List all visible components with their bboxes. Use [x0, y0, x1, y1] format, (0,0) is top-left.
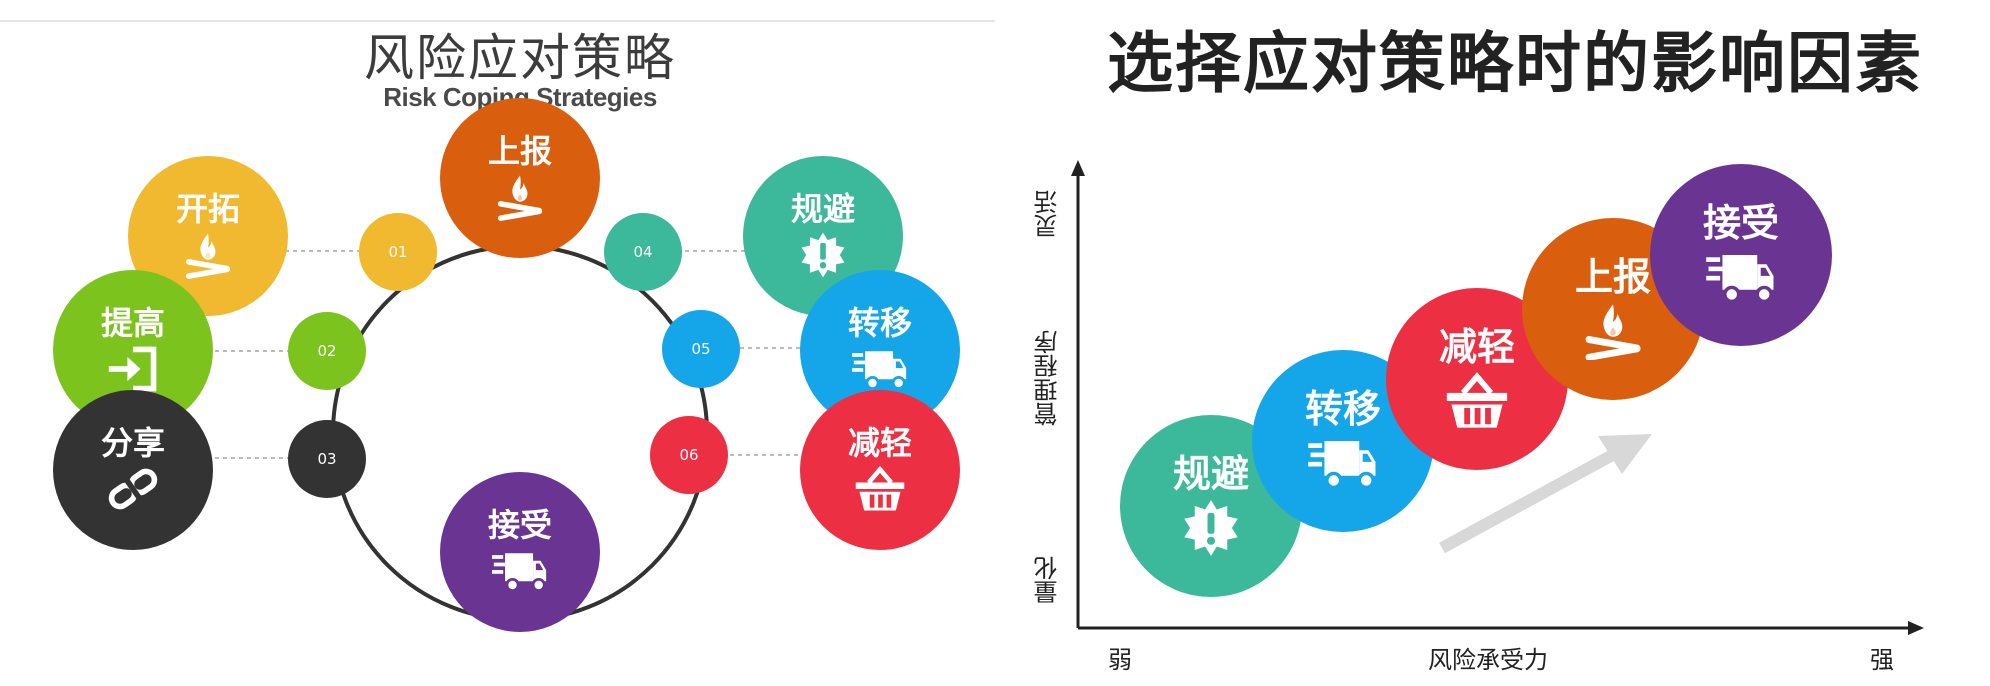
strategy-circle-shangbao: 上报 [440, 98, 600, 258]
left-title: 风险应对策略 [364, 29, 676, 87]
ring-dot-03: 03 [288, 420, 366, 498]
strategy-label: 提高 [100, 304, 165, 342]
factor-circle-jieshou: 接受 [1650, 164, 1832, 346]
strategy-label: 规避 [790, 190, 855, 228]
ring-dot-label: 02 [317, 342, 337, 360]
strategy-label: 分享 [100, 424, 165, 462]
strategy-circle-fenxiang: 分享 [53, 390, 213, 550]
x-label-right: 强 [1870, 646, 1894, 674]
y-axis-arrowhead [1071, 160, 1085, 176]
ring-dot-02: 02 [288, 312, 366, 390]
ring-dot-01: 01 [359, 213, 437, 291]
basket-icon [1442, 372, 1512, 430]
y-label-bottom: 量化 [1034, 556, 1062, 604]
link-icon [105, 465, 161, 513]
delivery-truck-icon [852, 345, 908, 393]
strategy-circle-jianqing: 减轻 [800, 390, 960, 550]
campfire-icon [1578, 302, 1648, 360]
ring-dot-06: 06 [650, 416, 728, 494]
strategy-label: 上报 [1574, 255, 1651, 299]
alert-badge-icon [795, 231, 851, 279]
ring-dot-label: 06 [679, 446, 699, 464]
x-axis-arrowhead [1908, 621, 1924, 635]
strategy-label: 规避 [1172, 452, 1249, 496]
delivery-truck-icon [1706, 248, 1776, 306]
strategy-circle-jieshou: 接受 [440, 472, 600, 632]
ring-dot-04: 04 [604, 213, 682, 291]
y-label-middle: 管理程序 [1034, 330, 1062, 426]
ring-dot-05: 05 [662, 310, 740, 388]
strategy-label: 转移 [847, 304, 912, 342]
delivery-truck-icon [1308, 434, 1378, 492]
strategy-label: 转移 [1304, 387, 1381, 431]
campfire-icon [180, 231, 236, 279]
alert-badge-icon [1176, 499, 1246, 557]
ring-dot-label: 04 [633, 243, 653, 261]
trend-arrow-head [1598, 434, 1652, 474]
basket-icon [852, 465, 908, 513]
ring-dot-label: 03 [317, 450, 337, 468]
strategy-label: 上报 [487, 132, 552, 170]
top-divider [0, 20, 995, 22]
ring-dot-label: 01 [388, 243, 408, 261]
trend-arrow-shaft [1439, 446, 1621, 554]
delivery-truck-icon [492, 547, 548, 595]
x-label-left: 弱 [1108, 646, 1132, 674]
strategy-circle-kaituo: 开拓 [128, 156, 288, 316]
strategy-label: 接受 [1702, 201, 1779, 245]
y-label-top: 灵活 [1034, 190, 1062, 238]
strategy-label: 减轻 [1438, 325, 1515, 369]
strategy-label: 接受 [487, 506, 552, 544]
ring-dot-label: 05 [691, 340, 711, 358]
strategy-label: 开拓 [175, 190, 240, 228]
login-arrow-icon [105, 345, 161, 393]
strategy-label: 减轻 [847, 424, 912, 462]
x-label-middle: 风险承受力 [1428, 646, 1548, 674]
right-axes [1071, 160, 1924, 635]
campfire-icon [492, 173, 548, 221]
right-title: 选择应对策略时的影响因素 [1107, 25, 1923, 102]
